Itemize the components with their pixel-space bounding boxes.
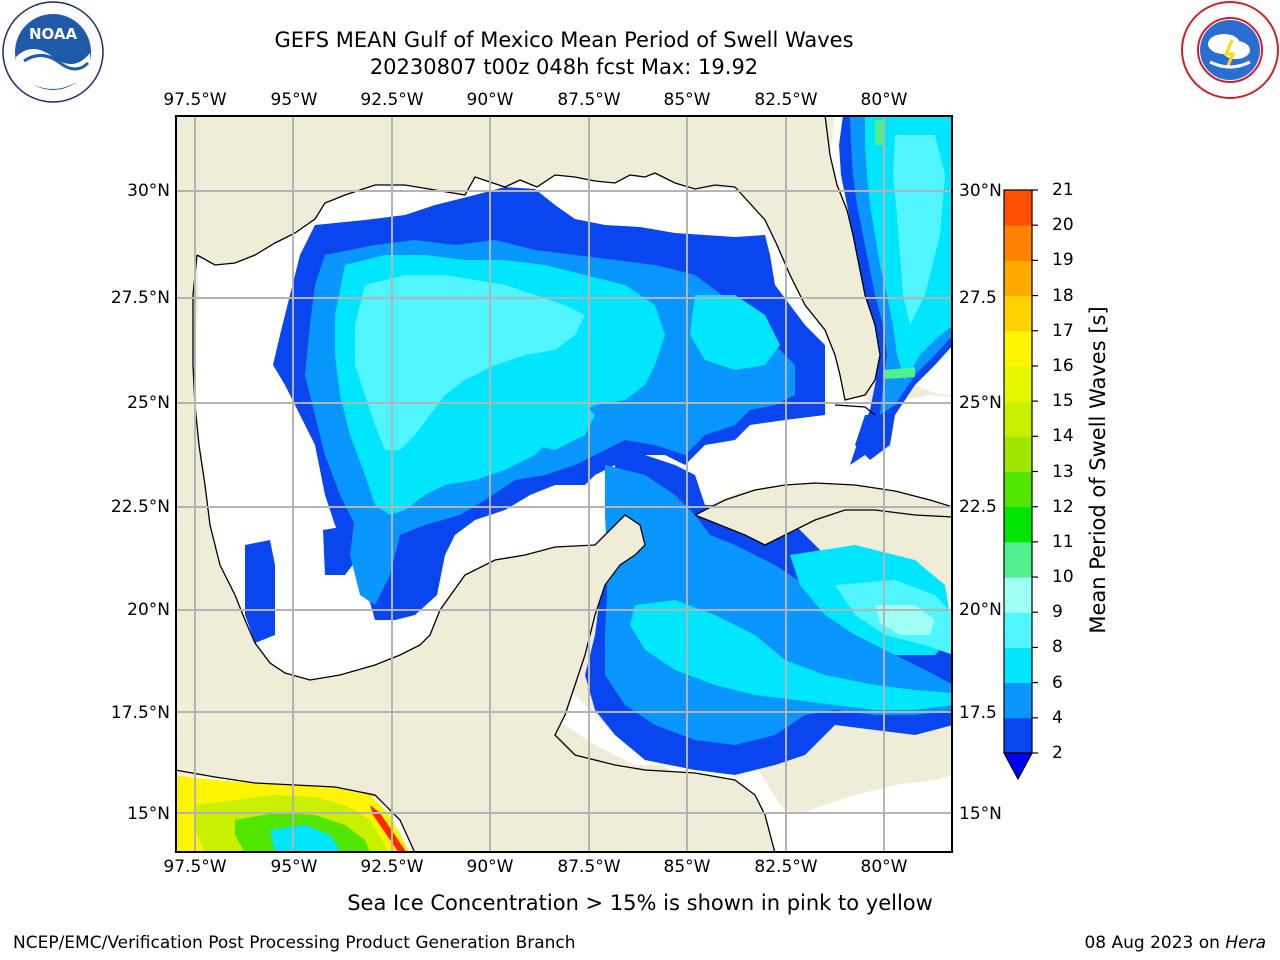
colorbar-tick-label: 11 xyxy=(1052,531,1074,552)
lon-label-bottom: 90°W xyxy=(466,857,514,877)
swell-band-atlantic-9-10 xyxy=(885,367,915,379)
footer-credit: NCEP/EMC/Verification Post Processing Pr… xyxy=(13,933,576,953)
colorbar-bin xyxy=(1004,401,1032,437)
colorbar-tick-label: 20 xyxy=(1052,215,1074,236)
colorbar-bin xyxy=(1004,717,1032,754)
colorbar-bin xyxy=(1004,647,1032,684)
footer-host: Hera xyxy=(1225,933,1266,953)
swell-band-6-8 xyxy=(630,600,953,710)
lon-label-bottom: 92.5°W xyxy=(360,857,424,877)
colorbar-bin xyxy=(1004,365,1032,402)
lat-label-left: 17.5°N xyxy=(110,703,170,723)
lat-label-right: 22.5 xyxy=(959,497,997,517)
colorbar-tick-label: 8 xyxy=(1052,637,1063,658)
swell-band-4-6 xyxy=(350,510,400,605)
lat-label-right: 15°N xyxy=(959,804,1002,824)
lon-label-top: 92.5°W xyxy=(360,90,424,110)
lon-label-top: 85°W xyxy=(663,90,711,110)
swell-band-2-4 xyxy=(323,525,360,575)
colorbar-bin xyxy=(1004,190,1032,226)
colorbar-bin xyxy=(1004,330,1032,367)
lon-label-top: 95°W xyxy=(270,90,318,110)
chart-title: GEFS MEAN Gulf of Mexico Mean Period of … xyxy=(274,28,854,52)
colorbar-tick-label: 15 xyxy=(1052,391,1074,412)
colorbar-underflow-triangle xyxy=(1002,752,1034,781)
florida-peninsula xyxy=(715,115,880,400)
sea-ice-caption: Sea Ice Concentration > 15% is shown in … xyxy=(347,891,933,915)
colorbar-tick-label: 2 xyxy=(1052,743,1063,763)
lat-label-left: 15°N xyxy=(127,804,170,824)
lon-label-bottom: 87.5°W xyxy=(557,857,621,877)
lon-label-bottom: 95°W xyxy=(270,857,318,877)
cuba xyxy=(695,483,953,545)
colorbar-title: Mean Period of Swell Waves [s] xyxy=(1086,306,1110,634)
colorbar-tick-label: 6 xyxy=(1052,672,1063,693)
graticule xyxy=(175,115,953,853)
pacific-cyan-spot xyxy=(270,825,340,853)
swell-band-8-9 xyxy=(355,275,585,450)
lon-label-top: 90°W xyxy=(466,90,514,110)
colorbar-bin xyxy=(1004,225,1032,261)
footer-date: 08 Aug 2023 on Hera xyxy=(1084,933,1266,953)
colorbar-bin xyxy=(1004,260,1032,297)
colorbar-bin xyxy=(1004,612,1032,648)
footer-date-text: 08 Aug 2023 on xyxy=(1084,933,1226,953)
lat-label-left: 27.5°N xyxy=(110,288,170,308)
central-america-land xyxy=(375,795,555,853)
lon-label-top: 87.5°W xyxy=(557,90,621,110)
colorbar-tick-label: 13 xyxy=(1052,461,1074,482)
colorbar-bin xyxy=(1004,295,1032,332)
map-panel xyxy=(174,114,954,854)
lat-label-right: 17.5 xyxy=(959,703,997,723)
colorbar-tick-label: 14 xyxy=(1052,426,1074,447)
colorbar-tick-label: 9 xyxy=(1052,602,1063,623)
lat-label-left: 25°N xyxy=(127,393,170,413)
nws-logo xyxy=(1180,0,1280,100)
lat-label-right: 25°N xyxy=(959,393,1002,413)
swell-band-6-8 xyxy=(690,295,780,370)
colorbar-tick-label: 4 xyxy=(1052,707,1063,728)
colorbar-bin xyxy=(1004,506,1032,543)
lon-label-bottom: 97.5°W xyxy=(163,857,227,877)
honduras-coast xyxy=(555,735,775,853)
lat-label-left: 22.5°N xyxy=(110,497,170,517)
colorbar-tick-label: 18 xyxy=(1052,285,1074,306)
colorbar-bin xyxy=(1004,471,1032,508)
colorbar-bin xyxy=(1004,436,1032,472)
colorbar-tick-label: 16 xyxy=(1052,355,1074,376)
lat-label-right: 20°N xyxy=(959,600,1002,620)
colorbar-tick-labels: 2 4 6 8 9 10 11 12 13 14 15 16 17 18 19 20 21 xyxy=(1052,0,1112,960)
swell-band-atlantic-8-9 xyxy=(893,135,945,325)
lat-label-right: 27.5 xyxy=(959,288,997,308)
lat-label-right: 30°N xyxy=(959,181,1002,201)
swell-band-atlantic-9-10 xyxy=(875,120,885,145)
lon-label-top: 97.5°W xyxy=(163,90,227,110)
lat-label-left: 30°N xyxy=(127,181,170,201)
colorbar-bin xyxy=(1004,682,1032,719)
colorbar-tick-label: 10 xyxy=(1052,567,1074,588)
colorbar-tick-label: 12 xyxy=(1052,496,1074,517)
noaa-logo-text: NOAA xyxy=(29,25,78,43)
lat-label-left: 20°N xyxy=(127,600,170,620)
lon-label-bottom: 85°W xyxy=(663,857,711,877)
map-border xyxy=(175,115,953,853)
colorbar-bin xyxy=(1004,541,1032,578)
colorbar-graphic xyxy=(1002,189,1038,781)
swell-band-6-8 xyxy=(500,365,595,450)
colorbar xyxy=(1000,185,1080,785)
lon-label-top: 82.5°W xyxy=(754,90,818,110)
colorbar-tick-label: 17 xyxy=(1052,320,1074,341)
lon-label-bottom: 80°W xyxy=(860,857,908,877)
chart-subtitle: 20230807 t00z 048h fcst Max: 19.92 xyxy=(369,55,759,79)
colorbar-tick-label: 21 xyxy=(1052,180,1074,200)
swell-band-2-4 xyxy=(245,540,275,643)
colorbar-tick-label: 19 xyxy=(1052,250,1074,271)
noaa-logo: NOAA xyxy=(2,1,104,103)
lon-label-bottom: 82.5°W xyxy=(754,857,818,877)
swell-band-9-10 xyxy=(875,605,935,635)
lon-label-top: 80°W xyxy=(860,90,908,110)
colorbar-bin xyxy=(1004,577,1032,613)
pacific-red-edge xyxy=(370,805,407,853)
